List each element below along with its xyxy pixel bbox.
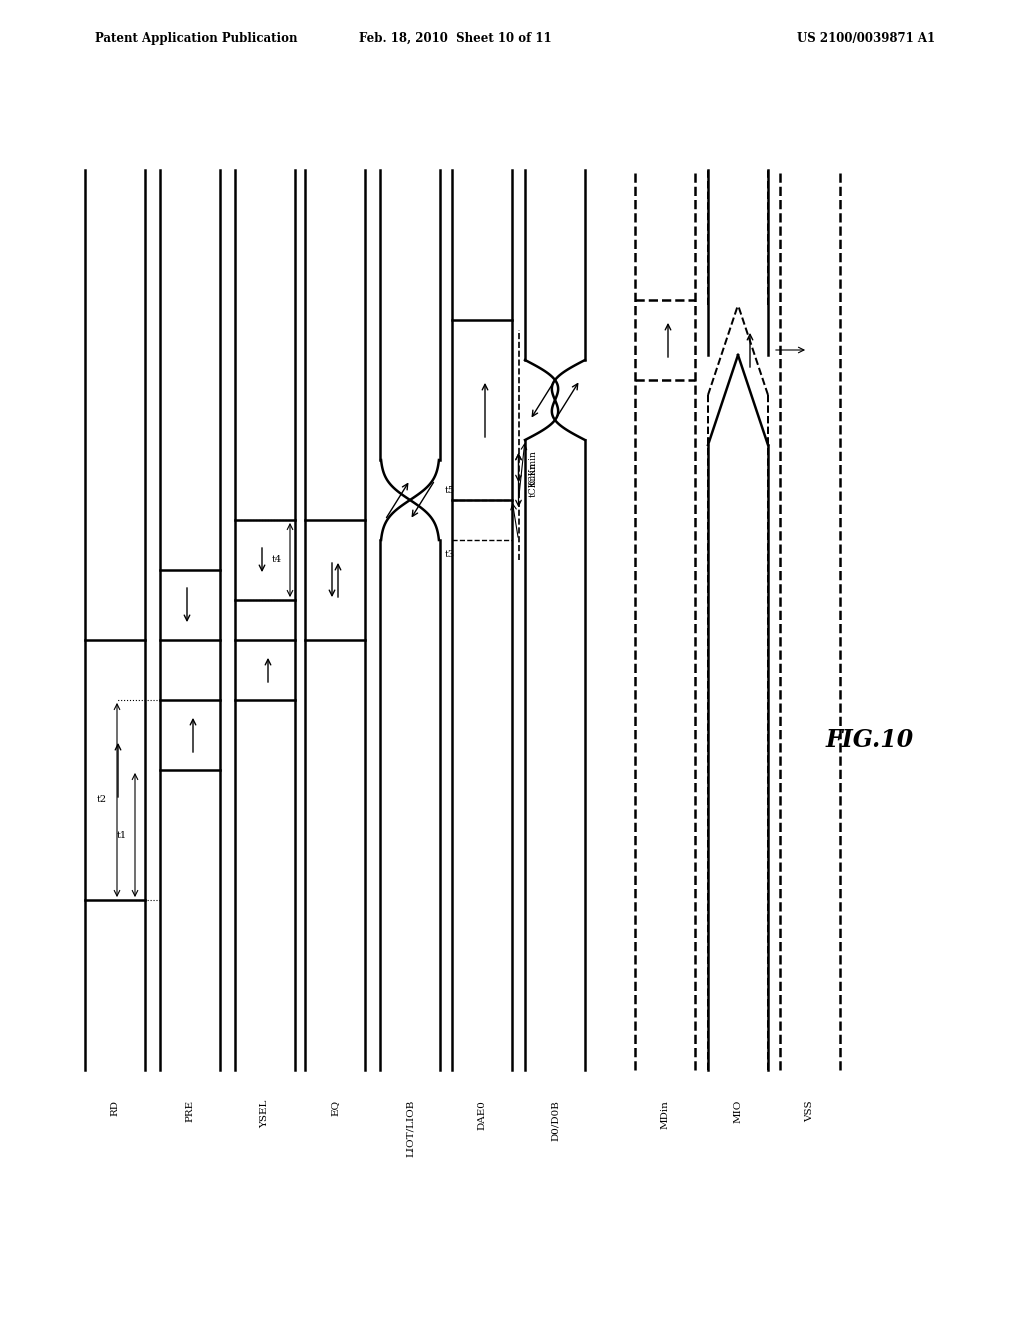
Text: US 2100/0039871 A1: US 2100/0039871 A1 — [797, 32, 935, 45]
Text: VSS: VSS — [806, 1100, 814, 1122]
Text: Feb. 18, 2010  Sheet 10 of 11: Feb. 18, 2010 Sheet 10 of 11 — [358, 32, 551, 45]
Text: EQ: EQ — [331, 1100, 340, 1117]
Text: t2: t2 — [97, 796, 106, 804]
Text: RD: RD — [111, 1100, 120, 1115]
Text: FIG.10: FIG.10 — [826, 729, 914, 752]
Text: t5: t5 — [445, 486, 455, 495]
Text: tCKmin: tCKmin — [528, 462, 538, 498]
Text: t4: t4 — [272, 556, 282, 565]
Text: MDin: MDin — [660, 1100, 670, 1129]
Text: D0/D0B: D0/D0B — [551, 1100, 559, 1140]
Text: t3: t3 — [445, 550, 455, 558]
Text: LIOT/LIOB: LIOT/LIOB — [406, 1100, 415, 1158]
Text: t1: t1 — [117, 830, 127, 840]
Text: YSEL: YSEL — [260, 1100, 269, 1129]
Text: tCKmin: tCKmin — [528, 450, 538, 484]
Text: DAE0: DAE0 — [477, 1100, 486, 1130]
Text: PRE: PRE — [185, 1100, 195, 1122]
Text: Patent Application Publication: Patent Application Publication — [95, 32, 298, 45]
Text: MIO: MIO — [733, 1100, 742, 1123]
